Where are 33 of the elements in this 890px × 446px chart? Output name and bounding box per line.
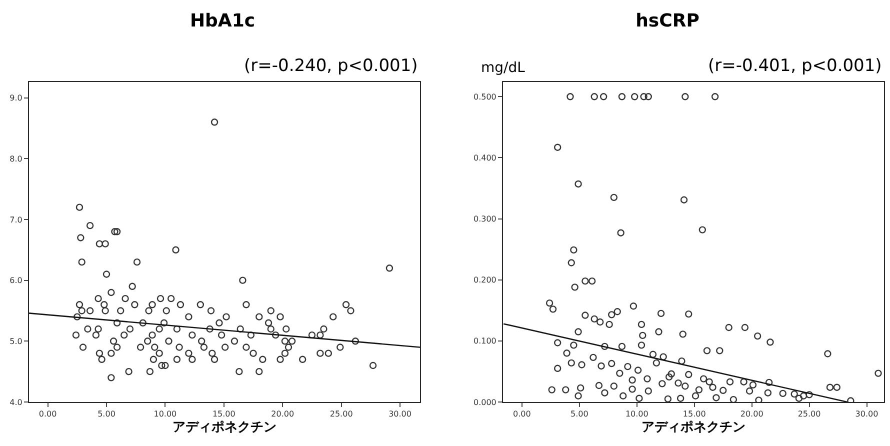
x-tick-label: 10.00 [625, 410, 648, 419]
y-tick-label: 5.0 [10, 336, 22, 346]
chart-title: HbA1c [190, 10, 256, 32]
x-tick-label: 15.00 [682, 410, 706, 419]
x-tick-label: 30.00 [855, 410, 878, 419]
x-tick-label: 25.00 [330, 410, 353, 419]
y-tick-label: 0.000 [473, 398, 496, 407]
text: (r=-0.401, p<0.001) [708, 56, 882, 76]
y-tick-label: 7.0 [10, 215, 22, 224]
y-tick-label: 0.300 [473, 214, 496, 224]
x-tick-label: 5.00 [98, 410, 116, 419]
x-tick-label: 30.00 [388, 410, 412, 419]
y-tick-label: 4.0 [10, 398, 22, 407]
x-tick-label: 25.00 [798, 410, 821, 419]
x-axis-title: アディポネクチン [642, 420, 746, 436]
text: (r=-0.240, p<0.001) [244, 56, 418, 76]
x-tick-label: 15.00 [212, 410, 236, 419]
y-tick-label: 8.0 [10, 154, 22, 164]
x-tick-label: 5.00 [570, 410, 588, 419]
y-tick-label: 0.200 [473, 276, 496, 285]
y-tick-label: 0.500 [473, 92, 496, 102]
x-tick-label: 20.00 [271, 410, 294, 419]
x-tick-label: 10.00 [154, 410, 177, 419]
chart-title: hsCRP [636, 10, 700, 32]
x-axis-title: アディポネクチン [172, 420, 276, 436]
x-tick-label: 0.00 [38, 410, 57, 419]
y-tick-label: 0.400 [473, 154, 496, 163]
x-tick-label: 0.00 [513, 410, 531, 419]
x-tick-label: 20.00 [740, 410, 764, 419]
y-tick-label: 6.0 [10, 276, 22, 286]
y-tick-label: 0.100 [473, 336, 496, 346]
y-tick-label: 9.0 [10, 94, 22, 103]
y-axis-title: mg/dL [481, 60, 526, 76]
